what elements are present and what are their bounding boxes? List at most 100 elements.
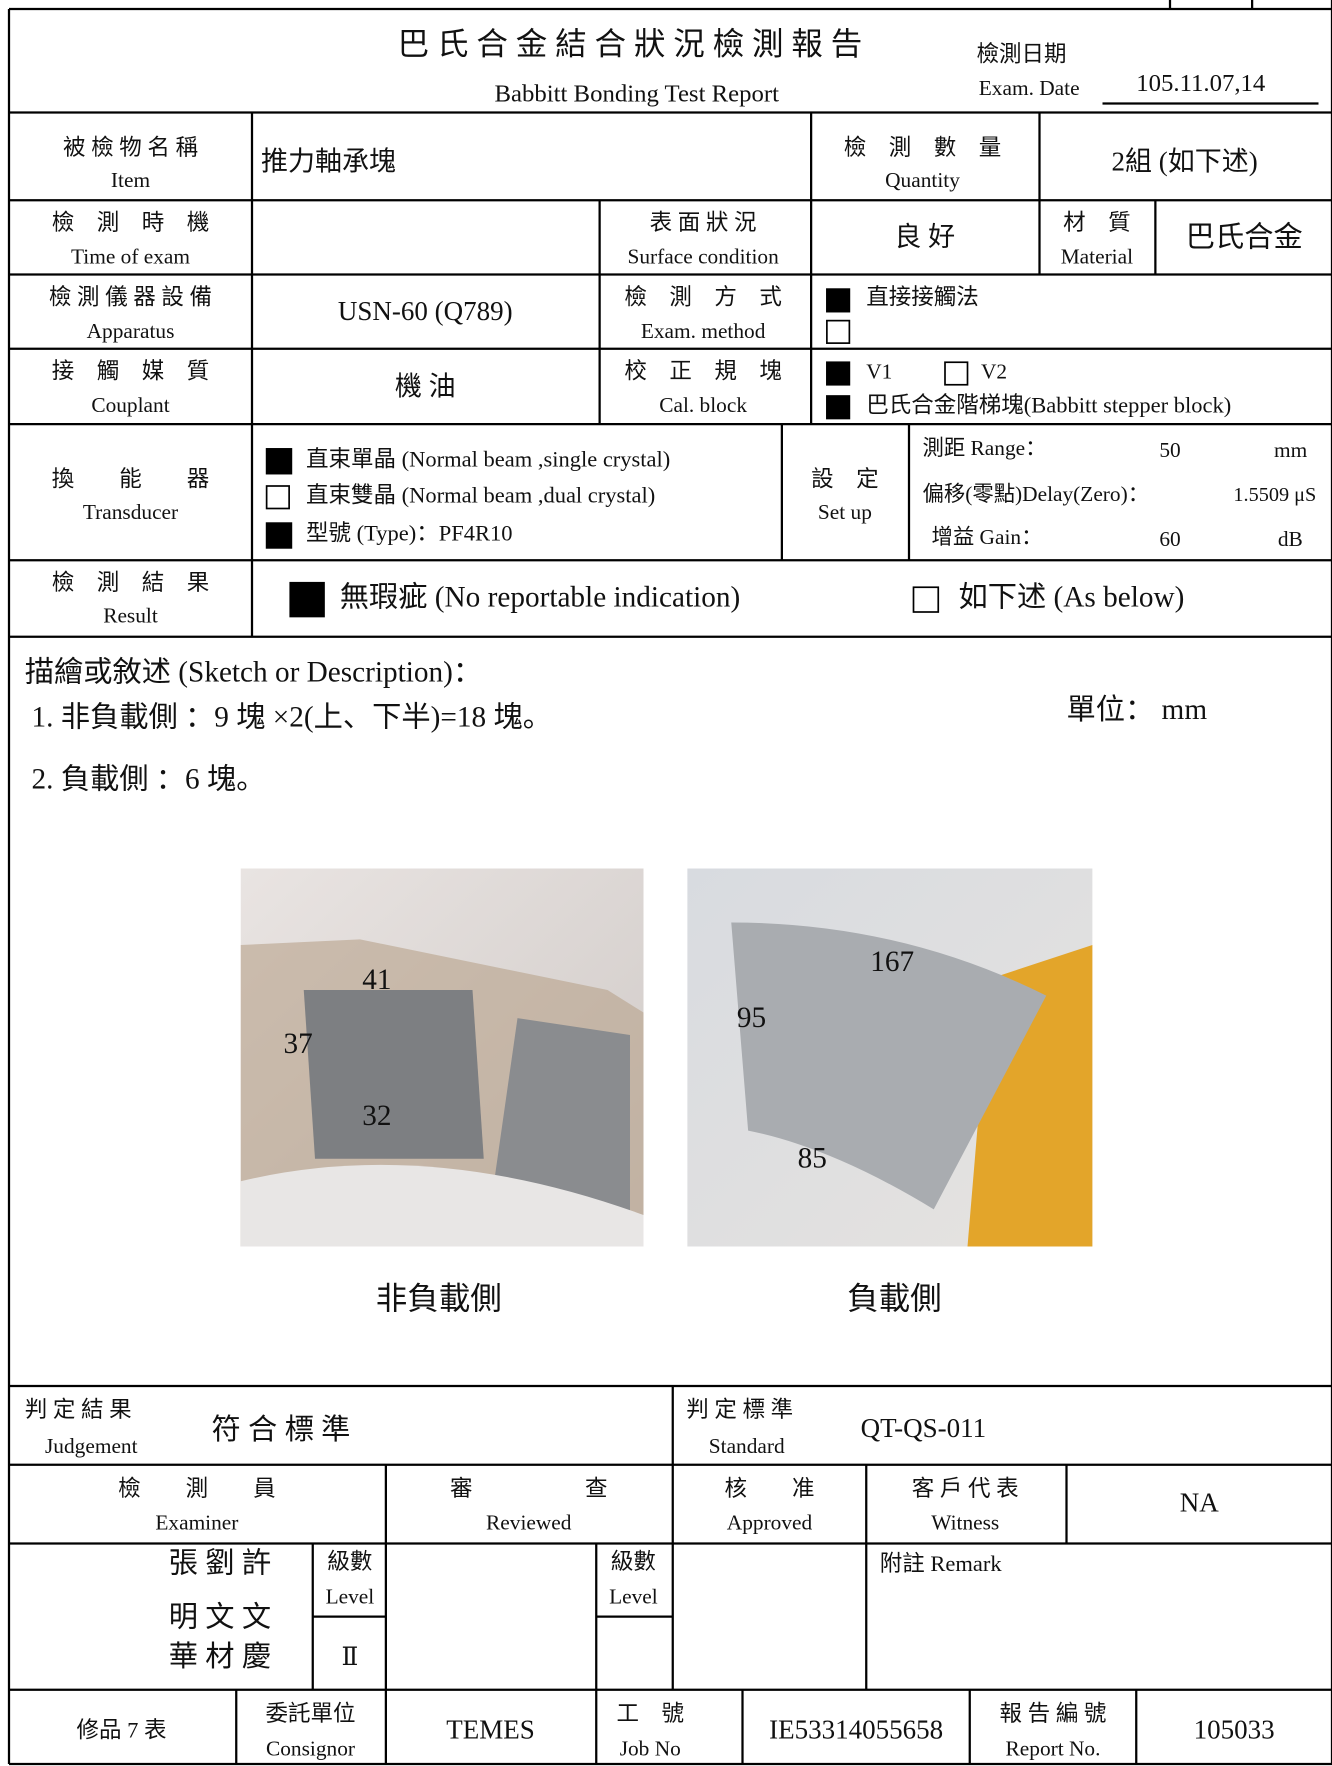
header-title-en: Babbitt Bonding Test Report	[495, 80, 780, 107]
transducer-option1: 直束單晶 (Normal beam ,single crystal)	[306, 446, 670, 471]
surface-value: 良 好	[894, 222, 955, 252]
signoff-remark: 附註 Remark	[880, 1551, 1003, 1576]
signoff-reviewed-zh: 審 查	[450, 1476, 608, 1501]
cal-block-label-zh: 校 正 規 塊	[624, 359, 782, 384]
transducer-label-zh: 換 能 器	[52, 467, 210, 492]
setup-range-label: 測距 Range：	[923, 436, 1047, 460]
time-of-exam-label-zh: 檢 測 時 機	[52, 210, 210, 235]
setup-delay: 1.5509 μS	[1233, 484, 1316, 506]
sketch-photo2-labels: 95	[737, 1002, 766, 1034]
sketch-photo1-labels: 32	[362, 1100, 391, 1132]
judgement-std-label-zh: 判 定 標 準	[686, 1397, 793, 1422]
footer-job-zh: 工 號	[616, 1701, 684, 1726]
sketch-photo2-caption: 負載側	[847, 1281, 942, 1316]
material-value: 巴氏合金	[1186, 220, 1303, 253]
apparatus-value: USN-60 (Q789)	[338, 296, 513, 326]
setup-label-en: Set up	[818, 500, 872, 524]
sketch-photo1-caption: 非負載側	[376, 1281, 502, 1316]
signoff-witness-en: Witness	[931, 1510, 999, 1534]
sketch-photo2-labels: 167	[870, 946, 914, 978]
quantity-value: 2組 (如下述)	[1112, 146, 1258, 176]
apparatus-label-en: Apparatus	[87, 319, 175, 343]
header-date-label-en: Exam. Date	[979, 76, 1080, 100]
sketch-line1: 1. 非負載側 ：9 塊 ×2(上、下半)=18 塊。	[32, 701, 552, 734]
setup-range: 50	[1159, 438, 1180, 462]
signoff-witness: NA	[1180, 1487, 1219, 1517]
signoff-names: 張 劉 許	[169, 1547, 271, 1580]
item-label-en: Item	[111, 168, 151, 192]
signoff-approved-zh: 核 准	[724, 1476, 814, 1501]
judgement-std-label-en: Standard	[709, 1434, 785, 1458]
setup-gain: 60	[1159, 527, 1180, 551]
form: 巴 氏 合 金 結 合 狀 況 檢 測 報 告 Babbitt Bonding T…	[7, 0, 1332, 1766]
cal-block-option3: 巴氏合金階梯塊(Babbitt stepper block)	[866, 392, 1231, 417]
signoff-reviewed-en: Reviewed	[486, 1510, 572, 1534]
judgement-standard: QT-QS-011	[861, 1413, 987, 1443]
sketch-line2: 2. 負載側 ：6 塊。	[32, 763, 266, 796]
cal-block-option2: V2	[981, 359, 1007, 383]
signoff-names: 明 文 文	[169, 1601, 271, 1634]
transducer-option2: 直束雙晶 (Normal beam ,dual crystal)	[306, 482, 655, 507]
footer-report-en: Report No.	[1006, 1736, 1101, 1760]
couplant-label-en: Couplant	[91, 393, 169, 417]
signoff-level2-en: Level	[609, 1585, 658, 1609]
signoff-level-en: Level	[326, 1585, 375, 1609]
time-of-exam-label-en: Time of exam	[71, 245, 190, 269]
surface-label-en: Surface condition	[628, 245, 780, 269]
material-label-en: Material	[1061, 245, 1133, 269]
footer-job: IE53314055658	[769, 1715, 943, 1745]
setup-gain-label: 增益 Gain：	[932, 525, 1043, 549]
transducer-label-en: Transducer	[83, 500, 178, 524]
sketch-title: 描繪或敘述 (Sketch or Description)：	[25, 656, 482, 689]
signoff-examiner-zh: 檢 測 員	[118, 1476, 276, 1501]
setup-label-zh: 設 定	[811, 467, 879, 492]
item-value: 推力軸承塊	[261, 146, 396, 176]
signoff-level: Ⅱ	[341, 1644, 358, 1671]
header-date: 105.11.07,14	[1136, 70, 1265, 97]
cal-block-option1: V1	[866, 359, 892, 383]
signoff-level2-zh: 級數	[611, 1549, 656, 1574]
judgement-label-zh: 判 定 結 果	[25, 1397, 132, 1422]
couplant-value: 機 油	[395, 371, 456, 401]
transducer-option3: 型號 (Type)：PF4R10	[306, 521, 513, 546]
couplant-label-zh: 接 觸 媒 質	[52, 359, 210, 384]
checkboxes	[265, 288, 969, 618]
cal-block-label-en: Cal. block	[659, 393, 747, 417]
sketch-unit: 單位： mm	[1067, 693, 1208, 726]
method-label-zh: 檢 測 方 式	[624, 284, 782, 309]
method-label-en: Exam. method	[641, 319, 766, 343]
signoff-approved-en: Approved	[727, 1510, 813, 1534]
footer-consignor-zh: 委託單位	[265, 1701, 355, 1726]
footer-consignor-en: Consignor	[266, 1736, 355, 1760]
footer-job-en: Job No	[620, 1736, 681, 1760]
sketch-photo1-labels: 41	[362, 964, 391, 996]
quantity-label-en: Quantity	[885, 168, 960, 192]
result-option2: 如下述 (As below)	[959, 580, 1185, 613]
setup-delay-label: 偏移(零點)Delay(Zero)：	[923, 482, 1150, 506]
quantity-label-zh: 檢 測 數 量	[844, 135, 1002, 160]
sketch-photo2-labels: 85	[798, 1143, 827, 1175]
setup-gain-unit: dB	[1278, 527, 1303, 551]
signoff-witness-zh: 客 戶 代 表	[912, 1476, 1019, 1501]
header-title-zh: 巴 氏 合 金 結 合 狀 況 檢 測 報 告	[398, 26, 863, 61]
photo-right	[687, 868, 1093, 1247]
setup-range-unit: mm	[1274, 438, 1308, 462]
footer-consignor: TEMES	[446, 1715, 535, 1745]
judgement-value: 符 合 標 準	[212, 1413, 351, 1446]
footer-report-zh: 報 告 編 號	[1000, 1701, 1107, 1726]
item-label-zh: 被 檢 物 名 稱	[63, 135, 198, 160]
method-option1: 直接接觸法	[866, 284, 979, 309]
footer-form: 修品 7 表	[76, 1718, 166, 1743]
signoff-level-zh: 級數	[327, 1549, 372, 1574]
sketch-photo1-labels: 37	[284, 1028, 313, 1060]
photo-left	[240, 868, 644, 1247]
result-label-en: Result	[103, 604, 158, 628]
signoff-examiner-en: Examiner	[155, 1510, 238, 1534]
result-label-zh: 檢 測 結 果	[52, 570, 210, 595]
material-label-zh: 材 質	[1063, 210, 1131, 235]
judgement-label-en: Judgement	[45, 1434, 138, 1458]
header-date-label-zh: 檢測日期	[977, 41, 1067, 66]
signoff-names: 華 材 慶	[169, 1640, 271, 1673]
apparatus-label-zh: 檢 測 儀 器 設 備	[49, 284, 212, 309]
